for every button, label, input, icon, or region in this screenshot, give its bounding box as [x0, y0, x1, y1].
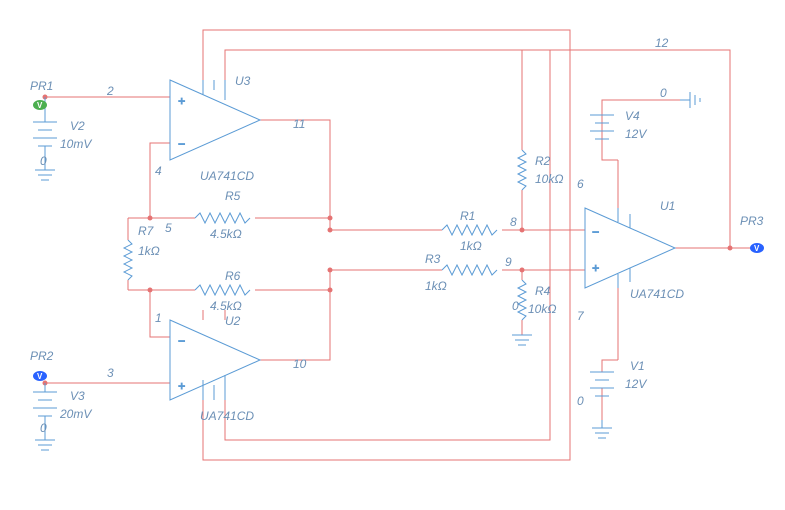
lbl-u2-name: U2: [225, 314, 241, 328]
lbl-v2-val: 10mV: [60, 137, 92, 151]
svg-text:V: V: [754, 244, 760, 253]
resistor-r4: [518, 280, 526, 320]
lbl-r3-name: R3: [425, 252, 441, 266]
net-7: 7: [577, 309, 585, 323]
resistor-r3: [442, 265, 497, 275]
source-v3: [33, 383, 57, 450]
net-0d: 0: [512, 299, 519, 313]
resistor-r7: [124, 240, 132, 280]
probe-pr1[interactable]: V: [33, 100, 47, 110]
lbl-u1-model: UA741CD: [630, 287, 684, 301]
lbl-v1-val: 12V: [625, 377, 647, 391]
lbl-pr1: PR1: [30, 79, 53, 93]
gnd-r4: [512, 335, 532, 345]
lbl-pr3: PR3: [740, 214, 764, 228]
net-3: 3: [107, 366, 114, 380]
net-5: 5: [165, 221, 172, 235]
lbl-r6-val: 4.5kΩ: [210, 299, 242, 313]
lbl-v3-val: 20mV: [59, 407, 92, 421]
opamp-u1: − +: [585, 208, 675, 288]
probe-pr2[interactable]: V: [33, 371, 47, 381]
lbl-pr2: PR2: [30, 349, 54, 363]
lbl-r3-val: 1kΩ: [425, 279, 447, 293]
svg-text:−: −: [592, 225, 599, 239]
net-11: 11: [293, 117, 305, 131]
lbl-r5-val: 4.5kΩ: [210, 227, 242, 241]
lbl-r2-val: 10kΩ: [535, 172, 563, 186]
net-4: 4: [155, 164, 162, 178]
net-0c: 0: [660, 86, 667, 100]
net-0e: 0: [577, 394, 584, 408]
lbl-u3-model: UA741CD: [200, 169, 254, 183]
labels: PR1 PR2 PR3 V2 10mV V3 20mV V4 12V V1 12…: [30, 36, 764, 435]
lbl-r5-name: R5: [225, 189, 241, 203]
opamp-u3: + −: [170, 80, 260, 160]
lbl-v4-name: V4: [625, 109, 640, 123]
net-8: 8: [510, 215, 517, 229]
lbl-v3-name: V3: [70, 389, 85, 403]
svg-text:−: −: [178, 334, 185, 348]
lbl-r1-val: 1kΩ: [460, 239, 482, 253]
lbl-r4-name: R4: [535, 284, 551, 298]
svg-text:−: −: [178, 137, 185, 151]
net-9: 9: [505, 255, 512, 269]
resistor-r2: [518, 150, 526, 190]
net-6: 6: [577, 177, 584, 191]
svg-text:V: V: [37, 101, 43, 110]
lbl-r7-val: 1kΩ: [138, 244, 160, 258]
lbl-r2-name: R2: [535, 154, 551, 168]
opamp-u2: − +: [170, 320, 260, 400]
svg-text:+: +: [592, 261, 599, 275]
svg-text:V: V: [37, 372, 43, 381]
net-0b: 0: [40, 421, 47, 435]
resistor-r1: [442, 225, 497, 235]
lbl-r7-name: R7: [138, 224, 155, 238]
svg-text:+: +: [178, 379, 185, 393]
lbl-v1-name: V1: [630, 359, 645, 373]
net-1: 1: [155, 311, 162, 325]
svg-text:+: +: [178, 94, 185, 108]
lbl-v4-val: 12V: [625, 127, 647, 141]
resistor-r5: [195, 213, 250, 223]
net-2: 2: [106, 84, 114, 98]
net-12: 12: [655, 36, 669, 50]
lbl-u3-name: U3: [235, 74, 251, 88]
net-10: 10: [293, 357, 307, 371]
resistor-r6: [195, 285, 250, 295]
net-0a: 0: [40, 154, 47, 168]
lbl-v2-name: V2: [70, 119, 85, 133]
lbl-r4-val: 10kΩ: [528, 302, 556, 316]
lbl-r1-name: R1: [460, 209, 475, 223]
lbl-u2-model: UA741CD: [200, 409, 254, 423]
lbl-r6-name: R6: [225, 269, 241, 283]
probe-pr3[interactable]: V: [750, 243, 764, 253]
lbl-u1-name: U1: [660, 199, 675, 213]
